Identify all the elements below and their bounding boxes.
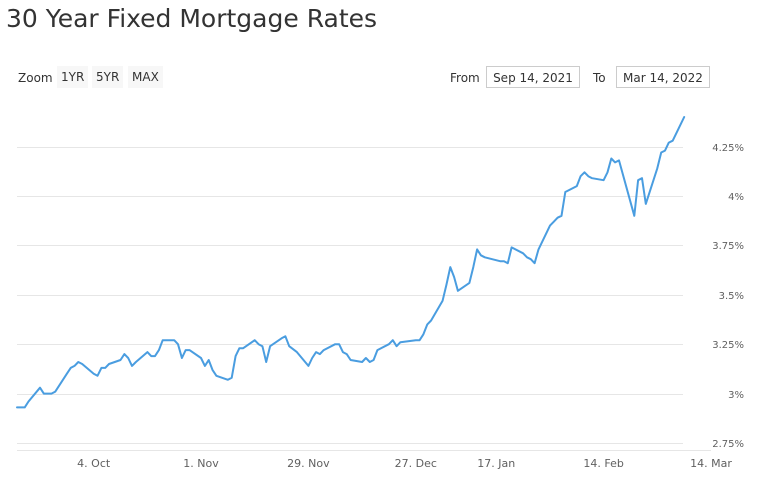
from-date-input[interactable]: Sep 14, 2021 bbox=[486, 66, 580, 88]
zoom-1yr-button[interactable]: 1YR bbox=[57, 66, 89, 88]
x-tick-label: 4. Oct bbox=[77, 457, 111, 470]
grid bbox=[17, 147, 683, 444]
x-tick-label: 14. Mar bbox=[690, 457, 732, 470]
x-tick-label: 29. Nov bbox=[287, 457, 330, 470]
x-tick-label: 27. Dec bbox=[395, 457, 437, 470]
to-date-input[interactable]: Mar 14, 2022 bbox=[616, 66, 710, 88]
x-tick-label: 1. Nov bbox=[183, 457, 219, 470]
zoom-5yr-button[interactable]: 5YR bbox=[92, 66, 124, 88]
x-tick-label: 17. Jan bbox=[477, 457, 515, 470]
y-axis: 2.75% 3% 3.25% 3.5% 3.75% 4% 4.25% bbox=[712, 143, 744, 450]
x-axis: 4. Oct 1. Nov 29. Nov 27. Dec 17. Jan 14. Feb… bbox=[17, 450, 732, 470]
y-tick-label: 3% bbox=[728, 390, 744, 401]
x-tick-label: 14. Feb bbox=[583, 457, 623, 470]
y-tick-label: 4% bbox=[728, 192, 744, 203]
from-label: From bbox=[450, 71, 480, 85]
series bbox=[16, 116, 686, 409]
series-line bbox=[16, 116, 686, 409]
zoom-max-button[interactable]: MAX bbox=[128, 66, 163, 88]
y-tick-label: 3.25% bbox=[712, 340, 744, 351]
y-tick-label: 3.75% bbox=[712, 241, 744, 252]
y-tick-label: 4.25% bbox=[712, 143, 744, 154]
y-tick-label: 3.5% bbox=[719, 291, 744, 302]
to-label: To bbox=[593, 71, 606, 85]
page-title: 30 Year Fixed Mortgage Rates bbox=[6, 4, 378, 33]
zoom-label: Zoom bbox=[18, 71, 53, 85]
y-tick-label: 2.75% bbox=[712, 439, 744, 450]
range-selector: Zoom 1YR 5YR MAX From Sep 14, 2021 To Ma… bbox=[0, 66, 769, 90]
